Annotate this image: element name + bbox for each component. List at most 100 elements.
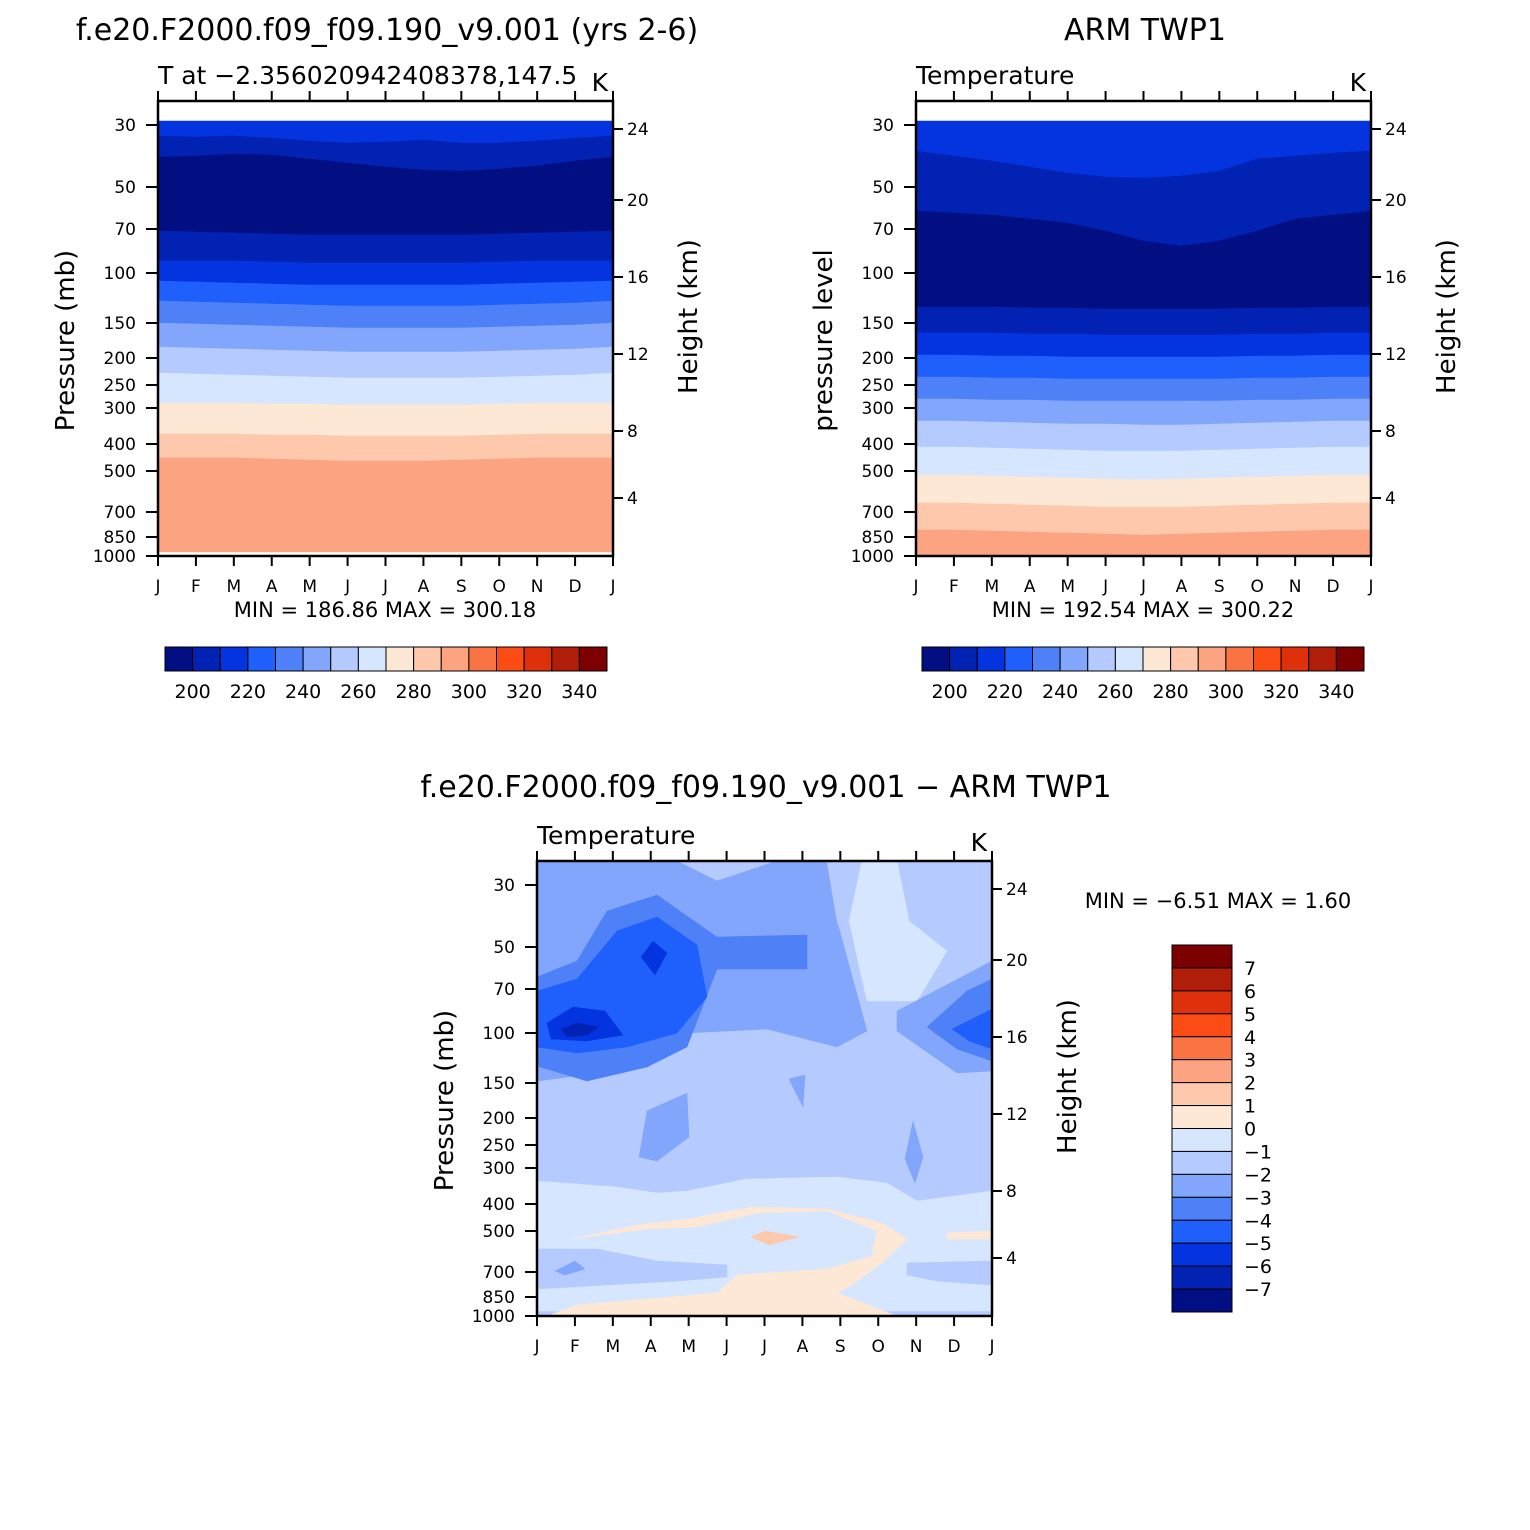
contour-region-13	[951, 1008, 992, 1050]
p-tick-label: 150	[862, 314, 894, 334]
colorbar-swatch	[247, 646, 276, 672]
p-tick-label: 250	[483, 1136, 515, 1156]
colorbar-swatch	[1253, 646, 1282, 672]
colorbar-label: 4	[1244, 1027, 1256, 1049]
colorbar-label: −7	[1244, 1279, 1272, 1301]
x-tick-label: N	[1289, 577, 1302, 597]
x-tick-label: D	[1327, 577, 1340, 597]
height-tick-label: 4	[1006, 1249, 1017, 1269]
p-tick-label: 100	[104, 264, 136, 284]
p-tick-label: 300	[483, 1159, 515, 1179]
p-tick-label: 30	[114, 116, 136, 136]
colorbar-swatch	[1114, 646, 1144, 672]
units-label: K	[592, 68, 609, 97]
difference-panel: J F M A M J J A S O N D J305070100150200250300400500…	[430, 821, 1351, 1357]
height-tick-label: 24	[627, 120, 649, 140]
x-tick-label: J	[382, 577, 388, 597]
units-label: K	[1350, 68, 1367, 97]
height-tick-label: 16	[1006, 1028, 1028, 1048]
x-tick-label: J	[912, 577, 918, 597]
contour-fill	[916, 120, 1371, 556]
p-tick-label: 50	[872, 178, 894, 198]
p-tick-label: 250	[862, 376, 894, 396]
height-tick-label: 8	[1385, 422, 1396, 442]
p-tick-label: 700	[862, 503, 894, 523]
colorbar-swatch	[1171, 1242, 1233, 1267]
height-tick-label: 20	[627, 191, 649, 211]
panel-subtitle: Temperature	[536, 821, 695, 850]
p-tick-label: 200	[862, 349, 894, 369]
colorbar-label: 240	[1042, 681, 1078, 703]
x-tick-label: M	[226, 577, 241, 597]
y-axis-label-right: Height (km)	[1432, 239, 1462, 394]
colorbar-label: −2	[1244, 1164, 1272, 1186]
contour-region-15	[640, 940, 668, 976]
colorbar-swatch	[496, 646, 525, 672]
colorbar-swatch	[1225, 646, 1254, 672]
colorbar-swatch	[1171, 967, 1233, 992]
colorbar-label: 3	[1244, 1050, 1256, 1072]
colorbar-swatch	[413, 646, 442, 672]
colorbar-label: 1	[1244, 1096, 1256, 1118]
panel-subtitle: T at −2.356020942408378,147.5	[157, 61, 577, 90]
colorbar-label: 200	[931, 681, 967, 703]
colorbar-swatch	[192, 646, 221, 672]
p-tick-label: 100	[483, 1024, 515, 1044]
p-tick-label: 300	[862, 399, 894, 419]
p-tick-label: 70	[493, 980, 515, 1000]
colorbar-label: 300	[1208, 681, 1244, 703]
colorbar-swatch	[1171, 1013, 1233, 1038]
x-tick-label: J	[154, 577, 160, 597]
min-max-stats: MIN = 192.54 MAX = 300.22	[992, 598, 1294, 622]
p-tick-label: 1000	[851, 547, 894, 567]
height-tick-label: 8	[627, 422, 638, 442]
colorbar-label: 320	[506, 681, 542, 703]
colorbar-label: 7	[1244, 958, 1256, 980]
colorbar-swatch	[976, 646, 1006, 672]
x-tick-label: O	[872, 1337, 885, 1357]
p-tick-label: 400	[104, 435, 136, 455]
contour-region-8	[848, 861, 948, 1002]
p-tick-label: 500	[104, 462, 136, 482]
colorbar-swatch	[1197, 646, 1227, 672]
colorbar-label: −6	[1244, 1256, 1272, 1278]
contour-band-5	[916, 354, 1371, 380]
contour-region-1	[546, 1206, 908, 1316]
colorbar-swatch	[330, 646, 359, 672]
colorbar-swatch	[1171, 1173, 1233, 1198]
colorbar-swatch	[1171, 1288, 1233, 1313]
height-tick-label: 24	[1385, 120, 1407, 140]
height-tick-label: 16	[1385, 268, 1407, 288]
x-tick-label: A	[797, 1337, 809, 1357]
colorbar-label: 280	[395, 681, 431, 703]
x-tick-label: A	[418, 577, 430, 597]
p-tick-label: 700	[483, 1263, 515, 1283]
height-tick-label: 20	[1385, 191, 1407, 211]
contour-fill	[158, 120, 613, 553]
p-tick-label: 150	[483, 1074, 515, 1094]
x-tick-label: J	[723, 1337, 729, 1357]
colorbar-swatch	[1087, 646, 1116, 672]
x-tick-label: S	[835, 1337, 846, 1357]
colorbar-swatch	[164, 646, 194, 672]
colorbar-swatch	[219, 646, 249, 672]
y-axis-label: Pressure (mb)	[430, 1010, 460, 1191]
colorbar-label: 340	[1318, 681, 1354, 703]
height-tick-label: 12	[1385, 345, 1407, 365]
contour-fill	[537, 861, 992, 1316]
height-tick-label: 20	[1006, 951, 1028, 971]
height-tick-label: 12	[627, 345, 649, 365]
colorbar-swatch	[1171, 1196, 1233, 1221]
x-tick-label: F	[191, 577, 201, 597]
colorbar-swatch	[1032, 646, 1061, 672]
contour-band-5	[158, 280, 613, 307]
colorbar-swatch	[275, 646, 304, 672]
height-tick-label: 4	[1385, 489, 1396, 509]
p-tick-label: 50	[114, 178, 136, 198]
p-tick-label: 700	[104, 503, 136, 523]
colorbar-swatch	[302, 646, 332, 672]
colorbar-label: −1	[1244, 1141, 1272, 1163]
colorbar-label: 2	[1244, 1073, 1256, 1095]
colorbar-swatch	[1059, 646, 1089, 672]
